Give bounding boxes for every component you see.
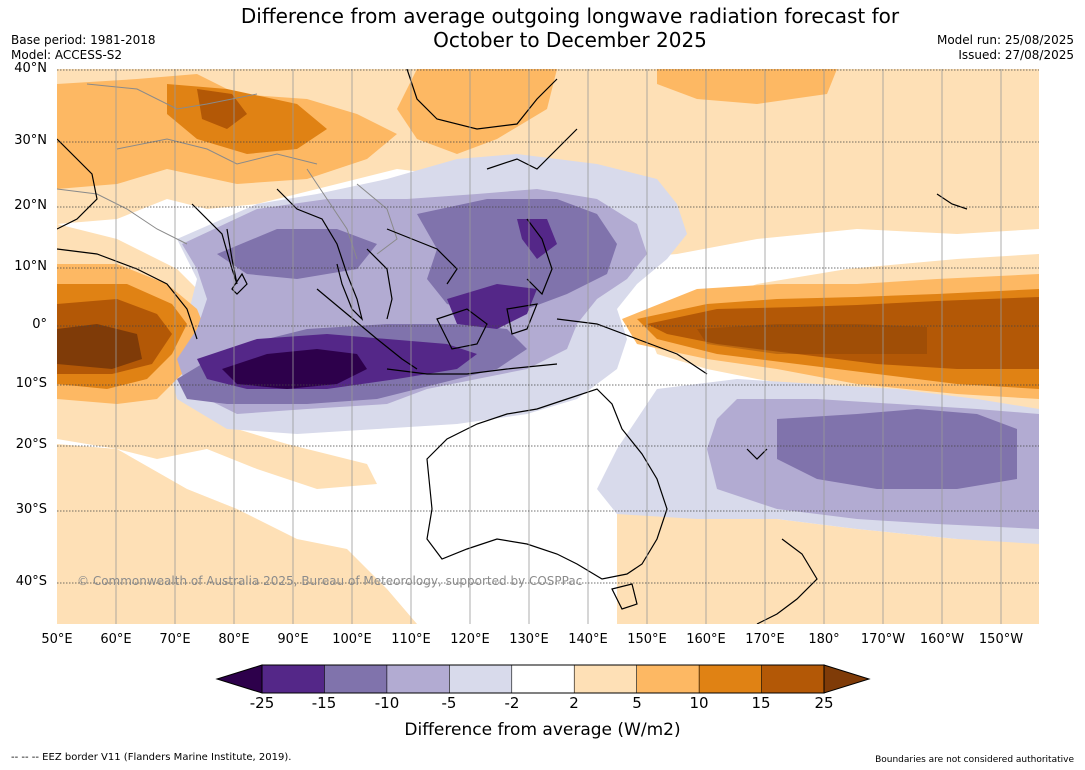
lon-label-180: 180° — [808, 632, 840, 647]
colorbar-extend-high — [823, 664, 871, 694]
boundaries-note: Boundaries are not considered authoritat… — [875, 755, 1074, 765]
colorbar-segment — [698, 664, 763, 694]
graticule-meridians — [115, 69, 1002, 624]
lat-label-40n: 40°N — [14, 61, 47, 76]
colorbar-segment — [324, 664, 388, 694]
title-line-1: Difference from average outgoing longwav… — [240, 4, 900, 28]
lon-label-100e: 100°E — [332, 632, 372, 647]
lon-label-150e: 150°E — [627, 632, 667, 647]
base-period: Base period: 1981-2018 — [11, 33, 156, 47]
colorbar-label-minus5: -5 — [441, 694, 457, 712]
lat-label-10s: 10°S — [15, 376, 47, 391]
colorbar-label-minus10: -10 — [374, 694, 400, 712]
model-name: Model: ACCESS-S2 — [11, 48, 123, 62]
lat-label-equator: 0° — [32, 317, 47, 332]
issued-date: Issued: 27/08/2025 — [958, 48, 1074, 62]
colorbar-label-2: 2 — [569, 694, 579, 712]
lon-label-150w: 150°W — [978, 632, 1024, 647]
colorbar-extend-low — [215, 664, 263, 694]
lat-label-30n: 30°N — [14, 133, 47, 148]
lon-label-70e: 70°E — [159, 632, 191, 647]
chart-title: Difference from average outgoing longwav… — [0, 4, 1085, 52]
lon-label-80e: 80°E — [218, 632, 250, 647]
colorbar-frame — [261, 664, 825, 694]
title-line-2: October to December 2025 — [433, 28, 707, 52]
model-run: Model run: 25/08/2025 — [936, 33, 1074, 47]
colorbar-segment — [636, 664, 700, 694]
extreme-cores — [57, 324, 927, 389]
colorbar-label-15: 15 — [751, 694, 771, 712]
colorbar-label-10: 10 — [689, 694, 709, 712]
anomaly-map — [57, 69, 1039, 624]
lon-label-170w: 170°W — [860, 632, 906, 647]
colorbar-title: Difference from average (W/m2) — [404, 720, 681, 740]
colorbar-segment — [511, 664, 576, 694]
colorbar — [215, 664, 871, 694]
colorbar-segments — [215, 664, 871, 694]
lat-label-20s: 20°S — [15, 437, 47, 452]
lon-label-50e: 50°E — [41, 632, 73, 647]
colorbar-label-25: 25 — [814, 694, 834, 712]
colorbar-label-minus15: -15 — [311, 694, 337, 712]
eez-note: -- -- -- EEZ border V11 (Flanders Marine… — [11, 752, 292, 763]
lon-label-160w: 160°W — [919, 632, 965, 647]
lat-label-10n: 10°N — [14, 259, 47, 274]
colorbar-segment — [573, 664, 638, 694]
colorbar-segment — [449, 664, 513, 694]
lon-label-90e: 90°E — [277, 632, 309, 647]
colorbar-label-minus25: -25 — [249, 694, 275, 712]
lat-label-30s: 30°S — [15, 502, 47, 517]
colorbar-segment — [261, 664, 326, 694]
lon-label-130e: 130°E — [509, 632, 549, 647]
colorbar-label-5: 5 — [632, 694, 642, 712]
colorbar-segment — [386, 664, 451, 694]
run-info: Model run: 25/08/2025 Issued: 27/08/2025 — [937, 33, 1074, 63]
copyright-notice: © Commonwealth of Australia 2025, Bureau… — [77, 574, 583, 588]
lon-label-170e: 170°E — [745, 632, 785, 647]
lon-label-120e: 120°E — [450, 632, 490, 647]
colorbar-segment — [761, 664, 825, 694]
lon-label-60e: 60°E — [100, 632, 132, 647]
lat-label-20n: 20°N — [14, 198, 47, 213]
base-info: Base period: 1981-2018 Model: ACCESS-S2 — [11, 33, 156, 63]
lon-label-160e: 160°E — [686, 632, 726, 647]
map-svg — [57, 69, 1039, 624]
lat-label-40s: 40°S — [15, 574, 47, 589]
lon-label-140e: 140°E — [568, 632, 608, 647]
colorbar-label-minus2: -2 — [504, 694, 520, 712]
lon-label-110e: 110°E — [391, 632, 431, 647]
